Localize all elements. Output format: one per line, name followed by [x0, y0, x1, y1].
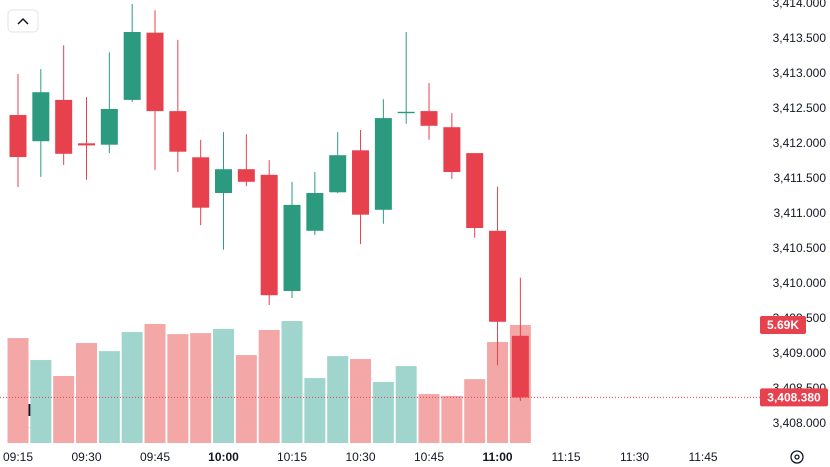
candle-layer — [9, 4, 529, 401]
volume-bar — [395, 366, 417, 443]
candle-body — [420, 111, 438, 126]
x-tick-label: 09:15 — [3, 450, 33, 464]
candle-body — [32, 92, 50, 142]
volume-bar — [144, 323, 166, 443]
candle-body — [55, 99, 73, 154]
y-tick-label: 3,410.500 — [773, 241, 827, 255]
volume-bar — [30, 360, 52, 443]
volume-bar — [167, 334, 189, 443]
collapse-button[interactable] — [7, 9, 39, 33]
candle-body — [306, 193, 324, 231]
y-tick-label: 3,409.000 — [773, 346, 827, 360]
volume-bar — [350, 359, 372, 443]
candle-body — [397, 111, 415, 114]
x-tick-label: 10:30 — [346, 450, 376, 464]
volume-bar — [418, 394, 440, 443]
volume-bar — [76, 343, 98, 443]
candle-body — [123, 32, 141, 100]
x-tick-label: 11:30 — [620, 450, 649, 464]
candle-body — [215, 169, 233, 193]
y-tick-label: 3,410.000 — [773, 276, 827, 290]
volume-bar — [487, 341, 509, 443]
candle-body — [466, 153, 484, 228]
x-tick-label: 10:00 — [208, 450, 239, 464]
y-tick-label: 3,408.000 — [773, 416, 827, 430]
candle-body — [352, 150, 370, 215]
candle-body — [192, 157, 210, 208]
y-tick-label: 3,412.500 — [773, 101, 827, 115]
volume-badge — [760, 315, 806, 334]
candle-body — [443, 127, 461, 172]
volume-bar — [258, 329, 280, 443]
candle-body — [9, 115, 27, 158]
volume-bar — [235, 355, 257, 443]
candle-body — [237, 169, 255, 182]
volume-bar — [53, 376, 75, 443]
x-tick-label: 09:30 — [71, 450, 101, 464]
last-price-badge — [760, 388, 828, 407]
volume-bar — [372, 382, 394, 443]
candle-body — [146, 32, 164, 112]
volume-bar — [281, 321, 303, 443]
x-tick-label: 09:45 — [140, 450, 170, 464]
volume-bar — [213, 328, 235, 443]
last-price-label: 3,408.380 — [767, 391, 821, 405]
candle-body — [489, 230, 507, 322]
y-tick-label: 3,413.500 — [773, 31, 827, 45]
volume-bar — [190, 333, 212, 443]
volume-bar — [98, 351, 120, 443]
y-tick-label: 3,413.000 — [773, 66, 827, 80]
candle-body — [329, 155, 347, 193]
volume-bar — [7, 338, 29, 443]
y-tick-label: 3,414.000 — [773, 0, 827, 10]
x-tick-label: 11:00 — [483, 450, 513, 464]
y-tick-label: 3,411.500 — [774, 171, 827, 185]
volume-bar — [327, 356, 349, 443]
candle-body — [374, 118, 392, 210]
candle-body — [78, 143, 96, 146]
volume-bar — [121, 332, 143, 443]
volume-bar — [464, 379, 486, 443]
x-tick-label: 10:45 — [414, 450, 444, 464]
settings-icon[interactable] — [790, 450, 804, 464]
y-tick-label: 3,411.000 — [774, 206, 827, 220]
candle-body — [169, 111, 187, 152]
x-tick-label: 11:15 — [551, 450, 580, 464]
candle-body — [100, 109, 118, 145]
y-tick-label: 3,412.000 — [773, 136, 827, 150]
candle-body — [511, 335, 529, 398]
candle-body — [260, 174, 278, 296]
x-tick-label: 10:15 — [277, 450, 307, 464]
candle-body — [283, 204, 301, 291]
x-tick-label: 11:45 — [688, 450, 717, 464]
volume-label: 5.69K — [767, 318, 799, 332]
volume-bar — [304, 378, 326, 443]
volume-bar — [441, 395, 463, 443]
